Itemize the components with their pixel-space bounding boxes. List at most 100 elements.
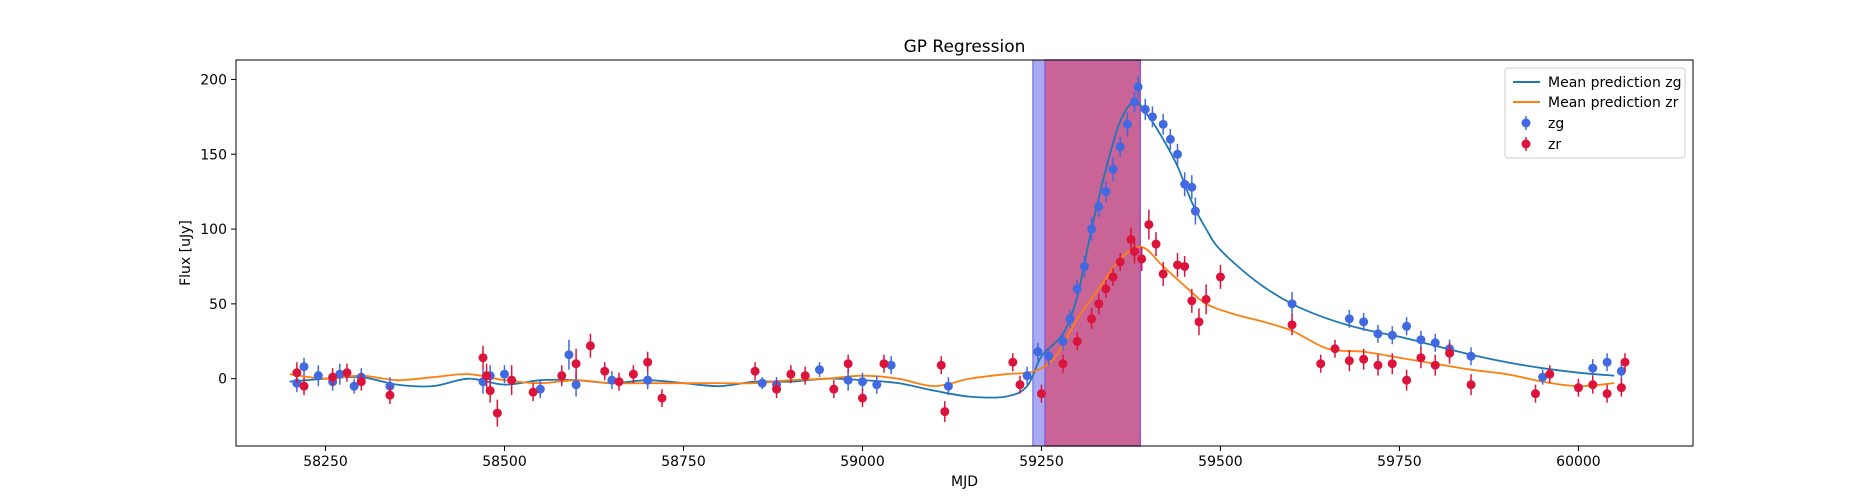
zr-point xyxy=(1402,375,1412,385)
zr-point xyxy=(800,371,810,381)
zg-point xyxy=(1130,97,1140,107)
zr-point xyxy=(1058,359,1068,369)
zg-point xyxy=(1344,314,1354,324)
zr-point xyxy=(292,368,302,378)
zr-point xyxy=(657,393,667,403)
zr-point xyxy=(1130,247,1140,257)
mean-prediction-lines xyxy=(289,100,1615,399)
zg-point xyxy=(1108,164,1118,174)
zr-point xyxy=(1036,389,1046,399)
zr-point xyxy=(1151,239,1161,249)
zr-point xyxy=(1201,294,1211,304)
plot-frame xyxy=(235,59,1694,447)
zg-point xyxy=(1538,372,1548,382)
zr-point xyxy=(585,341,595,351)
x-tick-label: 58250 xyxy=(303,454,348,470)
legend-label-zr: zr xyxy=(1548,137,1561,153)
zr-point xyxy=(843,359,853,369)
x-tick-label: 59750 xyxy=(1377,454,1422,470)
data-points xyxy=(292,76,1630,427)
zg-point xyxy=(1033,347,1043,357)
zg-point xyxy=(1416,335,1426,345)
zr-point xyxy=(628,369,638,379)
axes-ticks: 58250 58500 58750 59000 59250 59500 59750 60000… xyxy=(200,72,1600,470)
zg-point xyxy=(943,381,953,391)
zr-point xyxy=(1087,314,1097,324)
zr-point xyxy=(1387,359,1397,369)
zr-point xyxy=(1173,260,1183,270)
zg-point xyxy=(349,381,359,391)
legend-label-zg: zg xyxy=(1548,116,1564,132)
zr-point xyxy=(1015,380,1025,390)
y-tick-label: 200 xyxy=(200,72,227,88)
zg-point xyxy=(299,362,309,372)
zr-point xyxy=(1330,344,1340,354)
zr-point xyxy=(1620,357,1630,367)
zr-point xyxy=(1616,383,1626,393)
zr-point xyxy=(1430,360,1440,370)
zr-point xyxy=(786,369,796,379)
zr-point xyxy=(600,366,610,376)
zr-point xyxy=(1072,336,1082,346)
zr-point xyxy=(614,377,624,387)
x-tick-label: 58750 xyxy=(661,454,706,470)
zr-point xyxy=(1180,261,1190,271)
zr-point xyxy=(829,384,839,394)
zr-point xyxy=(1373,360,1383,370)
zr-point xyxy=(1359,354,1369,364)
zg-point xyxy=(1387,330,1397,340)
legend-box xyxy=(1504,67,1686,159)
zg-point xyxy=(1079,261,1089,271)
zg-point xyxy=(1190,206,1200,216)
zg-point xyxy=(1087,224,1097,234)
zg-point xyxy=(1094,202,1104,212)
zg-point xyxy=(1402,321,1412,331)
zr-point xyxy=(1573,383,1583,393)
zg-point xyxy=(1115,142,1125,152)
zg-point xyxy=(1147,112,1157,122)
mean-prediction-zg-line xyxy=(289,100,1615,399)
zr-point xyxy=(1158,269,1168,279)
zr-point xyxy=(385,390,395,400)
zg-point xyxy=(1173,149,1183,159)
zr-point xyxy=(328,372,338,382)
legend-label-mean-zr: Mean prediction zr xyxy=(1548,95,1679,111)
zg-point xyxy=(1058,336,1068,346)
zg-point xyxy=(1022,371,1032,381)
zg-point xyxy=(1187,182,1197,192)
zg-point xyxy=(872,380,882,390)
zg-point xyxy=(643,375,653,385)
zr-point xyxy=(1187,296,1197,306)
zr-point xyxy=(1545,369,1555,379)
zr-point xyxy=(492,408,502,418)
zr-point xyxy=(1094,299,1104,309)
x-axis-label: MJD xyxy=(951,474,978,490)
zr-point xyxy=(772,384,782,394)
zg-point xyxy=(1133,82,1143,92)
zr-point xyxy=(482,371,492,381)
zr-point xyxy=(1108,272,1118,282)
zr-point xyxy=(1101,284,1111,294)
zr-point xyxy=(1466,380,1476,390)
y-tick-label: 100 xyxy=(200,222,227,238)
zr-point xyxy=(643,357,653,367)
zr-point xyxy=(485,386,495,396)
zr-point xyxy=(879,359,889,369)
zg-point xyxy=(757,378,767,388)
zg-point xyxy=(1180,179,1190,189)
zg-point xyxy=(1287,299,1297,309)
zg-point xyxy=(1065,314,1075,324)
zr-point xyxy=(1215,272,1225,282)
zg-point xyxy=(1373,329,1383,339)
zg-point xyxy=(607,375,617,385)
zr-point xyxy=(1530,389,1540,399)
zg-point xyxy=(1072,284,1082,294)
x-tick-label: 59250 xyxy=(1019,454,1064,470)
zr-point xyxy=(478,353,488,363)
zg-point xyxy=(1158,119,1168,129)
zg-point xyxy=(1602,357,1612,367)
zr-point xyxy=(342,368,352,378)
zg-point xyxy=(1430,338,1440,348)
zg-point xyxy=(1165,134,1175,144)
legend-label-mean-zg: Mean prediction zg xyxy=(1548,75,1682,91)
